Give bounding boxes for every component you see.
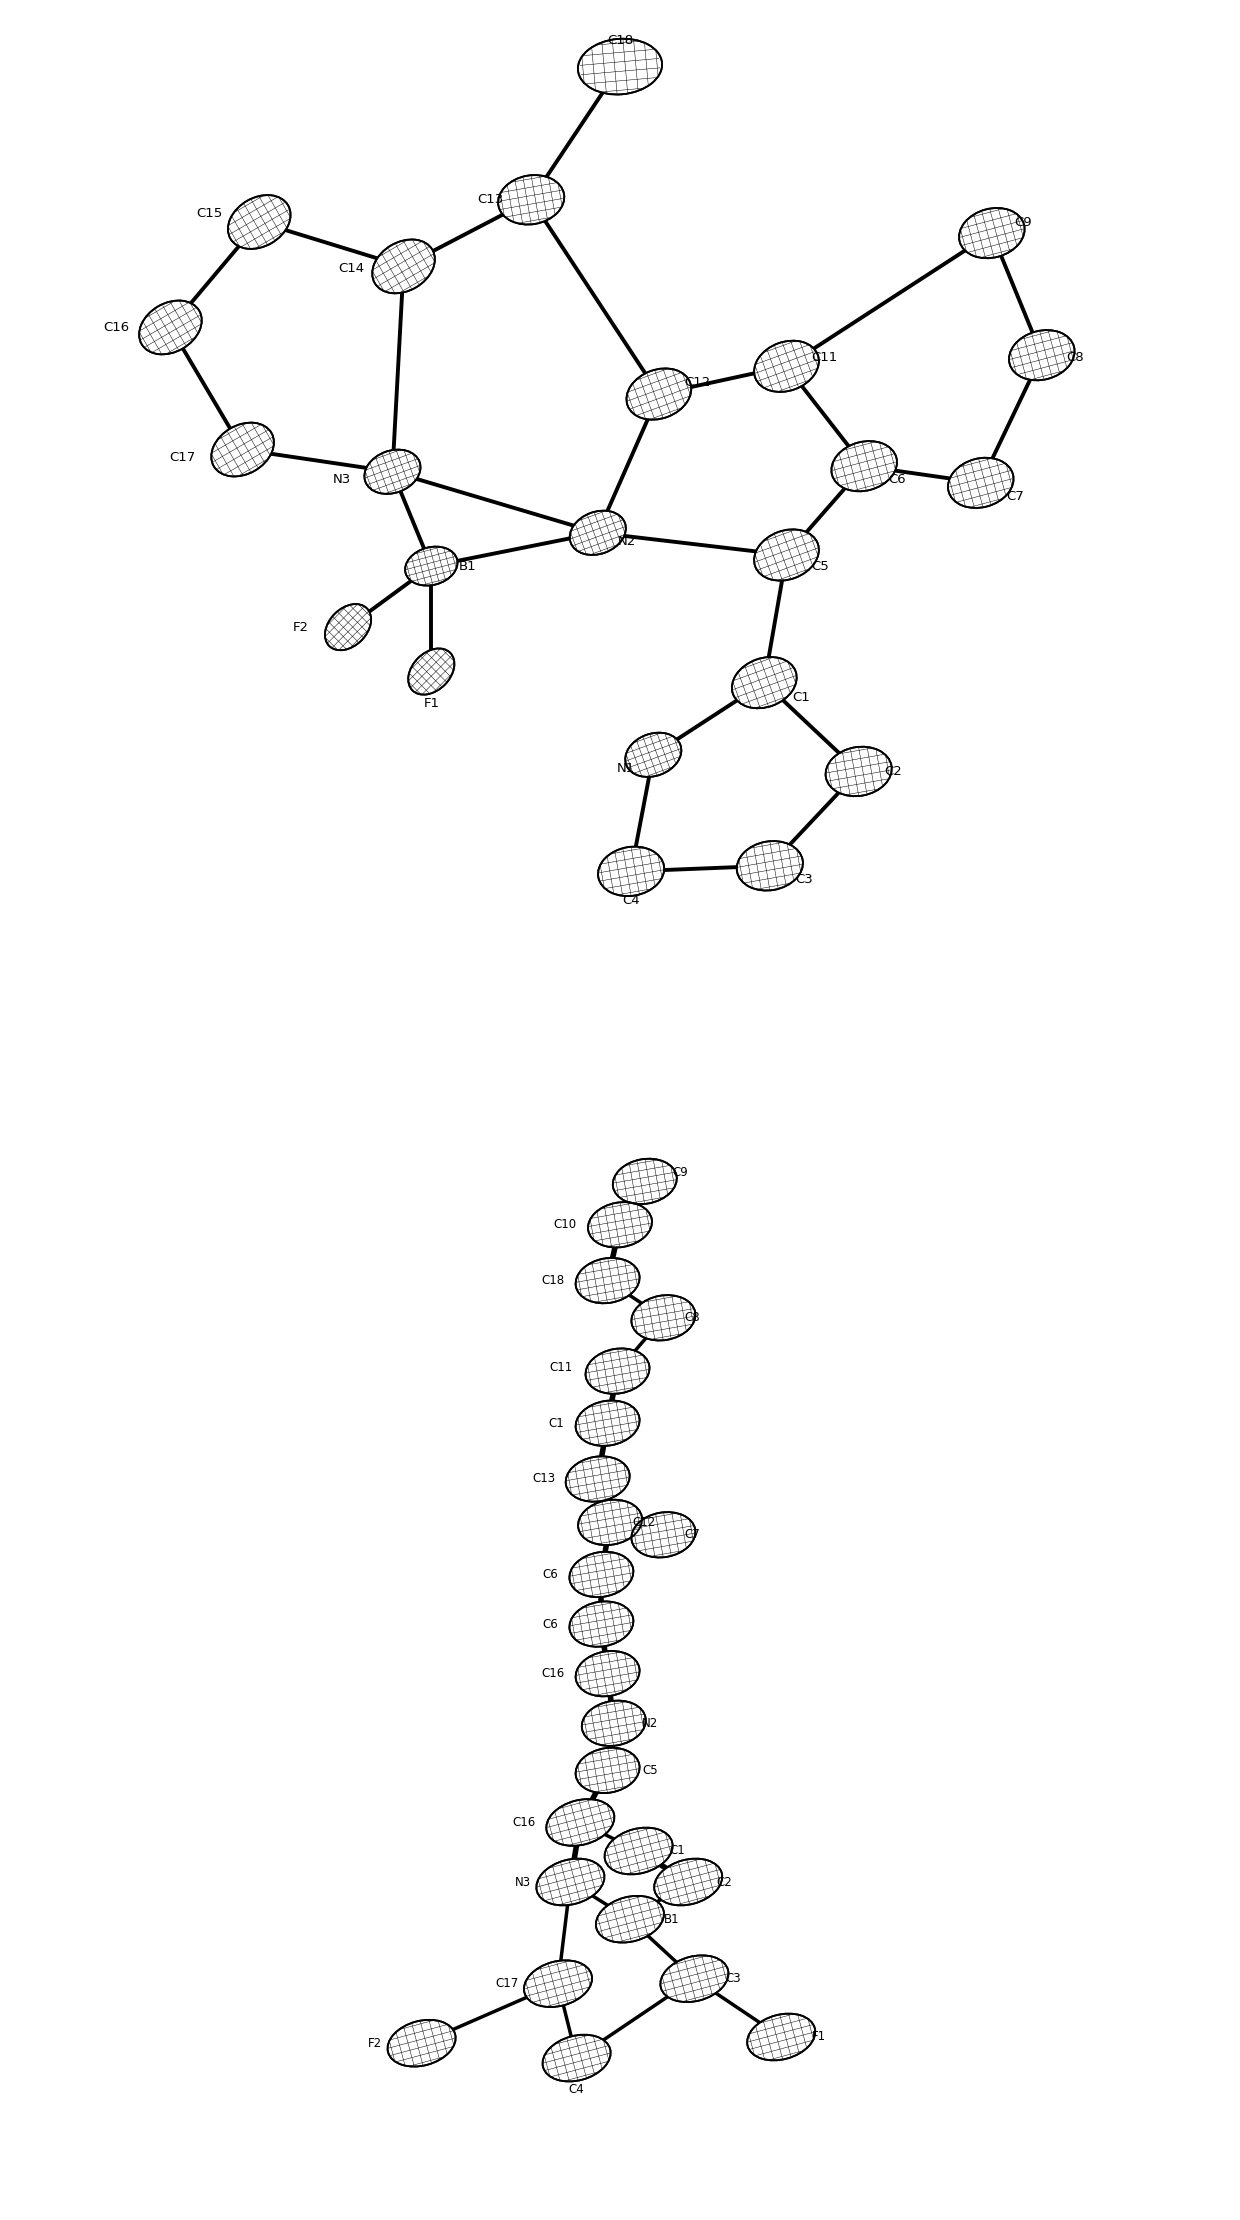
Text: C17: C17 — [170, 451, 196, 464]
Ellipse shape — [655, 1858, 722, 1905]
Ellipse shape — [585, 1348, 650, 1394]
Text: C5: C5 — [811, 559, 828, 573]
Text: C12: C12 — [632, 1516, 656, 1530]
Ellipse shape — [754, 528, 818, 582]
Ellipse shape — [631, 1512, 696, 1558]
Ellipse shape — [826, 746, 892, 797]
Text: C9: C9 — [672, 1166, 688, 1179]
Ellipse shape — [575, 1259, 640, 1303]
Ellipse shape — [211, 422, 274, 477]
Text: C16: C16 — [103, 322, 129, 333]
Ellipse shape — [588, 1201, 652, 1248]
Text: C12: C12 — [684, 377, 711, 388]
Text: C18: C18 — [606, 33, 634, 47]
Text: N2: N2 — [618, 535, 636, 548]
Text: C6: C6 — [889, 473, 906, 486]
Ellipse shape — [831, 442, 897, 491]
Text: C10: C10 — [553, 1219, 577, 1232]
Text: C15: C15 — [196, 206, 223, 220]
Ellipse shape — [543, 2036, 610, 2082]
Ellipse shape — [569, 511, 626, 555]
Text: C2: C2 — [717, 1876, 733, 1889]
Text: C11: C11 — [811, 351, 837, 364]
Text: C4: C4 — [569, 2082, 584, 2096]
Ellipse shape — [578, 38, 662, 95]
Ellipse shape — [408, 648, 454, 695]
Text: F1: F1 — [423, 697, 439, 710]
Text: N3: N3 — [334, 473, 351, 486]
Ellipse shape — [737, 841, 804, 890]
Ellipse shape — [325, 604, 371, 650]
Ellipse shape — [631, 1294, 696, 1341]
Ellipse shape — [498, 175, 564, 224]
Text: C6: C6 — [542, 1618, 558, 1629]
Text: F2: F2 — [293, 622, 309, 633]
Ellipse shape — [228, 195, 290, 249]
Text: C8: C8 — [1066, 351, 1084, 364]
Ellipse shape — [626, 369, 691, 420]
Text: N1: N1 — [616, 761, 635, 775]
Ellipse shape — [754, 340, 818, 393]
Ellipse shape — [732, 657, 796, 708]
Text: C1: C1 — [670, 1845, 686, 1858]
Text: C4: C4 — [622, 892, 640, 906]
Ellipse shape — [575, 1747, 640, 1794]
Ellipse shape — [537, 1858, 604, 1905]
Ellipse shape — [405, 546, 458, 586]
Ellipse shape — [613, 1159, 677, 1203]
Text: C2: C2 — [884, 766, 901, 777]
Ellipse shape — [598, 846, 665, 897]
Text: N2: N2 — [642, 1716, 658, 1729]
Ellipse shape — [525, 1960, 591, 2007]
Ellipse shape — [596, 1896, 663, 1942]
Text: C18: C18 — [541, 1274, 564, 1288]
Ellipse shape — [947, 457, 1013, 508]
Text: B1: B1 — [663, 1914, 680, 1925]
Ellipse shape — [388, 2020, 455, 2067]
Text: N3: N3 — [515, 1876, 531, 1889]
Ellipse shape — [575, 1401, 640, 1445]
Text: C7: C7 — [1007, 491, 1024, 502]
Text: C3: C3 — [795, 872, 813, 886]
Text: C3: C3 — [725, 1971, 742, 1985]
Text: F2: F2 — [368, 2036, 382, 2049]
Text: C6: C6 — [542, 1567, 558, 1581]
Ellipse shape — [569, 1601, 634, 1647]
Text: C1: C1 — [548, 1416, 564, 1430]
Ellipse shape — [605, 1827, 672, 1874]
Ellipse shape — [959, 209, 1024, 258]
Text: B1: B1 — [459, 559, 476, 573]
Text: C8: C8 — [684, 1312, 701, 1325]
Ellipse shape — [569, 1552, 634, 1596]
Text: C16: C16 — [512, 1816, 536, 1829]
Text: C1: C1 — [792, 690, 810, 704]
Text: C11: C11 — [549, 1361, 573, 1374]
Text: C13: C13 — [532, 1472, 556, 1485]
Text: C14: C14 — [339, 262, 365, 275]
Text: C7: C7 — [684, 1527, 701, 1541]
Ellipse shape — [582, 1701, 646, 1745]
Ellipse shape — [748, 2014, 815, 2060]
Ellipse shape — [661, 1956, 728, 2002]
Ellipse shape — [575, 1652, 640, 1696]
Text: C17: C17 — [495, 1978, 518, 1989]
Text: C5: C5 — [642, 1765, 658, 1776]
Ellipse shape — [365, 451, 420, 493]
Text: C16: C16 — [541, 1667, 564, 1681]
Ellipse shape — [1009, 331, 1075, 380]
Ellipse shape — [625, 733, 681, 777]
Ellipse shape — [565, 1456, 630, 1501]
Ellipse shape — [578, 1501, 642, 1545]
Text: F1: F1 — [812, 2031, 826, 2042]
Text: C9: C9 — [1014, 215, 1032, 229]
Ellipse shape — [547, 1798, 614, 1845]
Ellipse shape — [372, 240, 435, 293]
Ellipse shape — [139, 300, 202, 355]
Text: C13: C13 — [477, 193, 503, 206]
